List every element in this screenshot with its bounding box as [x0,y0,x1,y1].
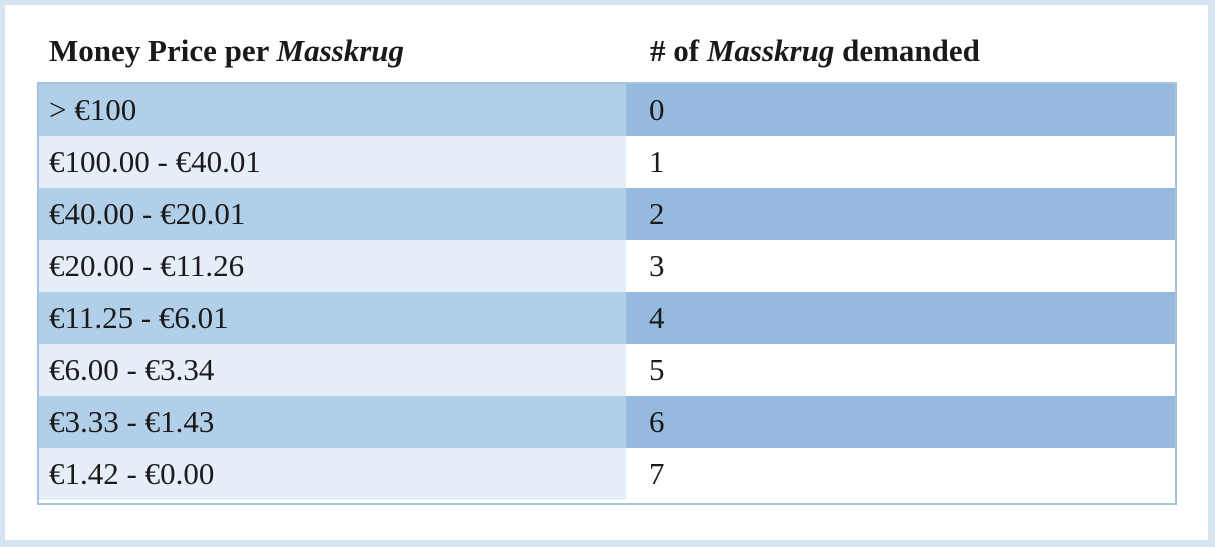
price-cell: €1.42 - €0.00 [39,448,626,500]
table-row: €6.00 - €3.34 5 [39,344,1175,396]
table-row: €20.00 - €11.26 3 [39,240,1175,292]
price-cell: > €100 [39,84,626,136]
quantity-cell: 3 [626,240,1175,292]
header-quantity-italic: Masskrug [706,33,835,68]
quantity-cell: 5 [626,344,1175,396]
header-money-price-italic: Masskrug [276,33,405,68]
quantity-cell: 6 [626,396,1175,448]
header-quantity-prefix: # of [650,33,707,68]
quantity-cell: 0 [626,84,1175,136]
header-money-price-prefix: Money Price per [49,33,277,68]
table-row: €3.33 - €1.43 6 [39,396,1175,448]
table-row: > €100 0 [39,84,1175,136]
table-row: €1.42 - €0.00 7 [39,448,1175,500]
quantity-cell: 1 [626,136,1175,188]
price-cell: €11.25 - €6.01 [39,292,626,344]
price-cell: €40.00 - €20.01 [39,188,626,240]
table-row: €100.00 - €40.01 1 [39,136,1175,188]
quantity-cell: 4 [626,292,1175,344]
price-cell: €6.00 - €3.34 [39,344,626,396]
price-cell: €3.33 - €1.43 [39,396,626,448]
quantity-cell: 7 [626,448,1175,500]
price-cell: €20.00 - €11.26 [39,240,626,292]
header-quantity-demanded: # of Masskrug demanded [650,28,980,74]
demand-table: > €100 0 €100.00 - €40.01 1 €40.00 - €20… [37,82,1177,505]
table-row: €11.25 - €6.01 4 [39,292,1175,344]
table-row: €40.00 - €20.01 2 [39,188,1175,240]
table-header: Money Price per Masskrug # of Masskrug d… [49,28,1189,78]
price-cell: €100.00 - €40.01 [39,136,626,188]
header-money-price: Money Price per Masskrug [49,28,404,74]
quantity-cell: 2 [626,188,1175,240]
header-quantity-suffix: demanded [834,33,980,68]
